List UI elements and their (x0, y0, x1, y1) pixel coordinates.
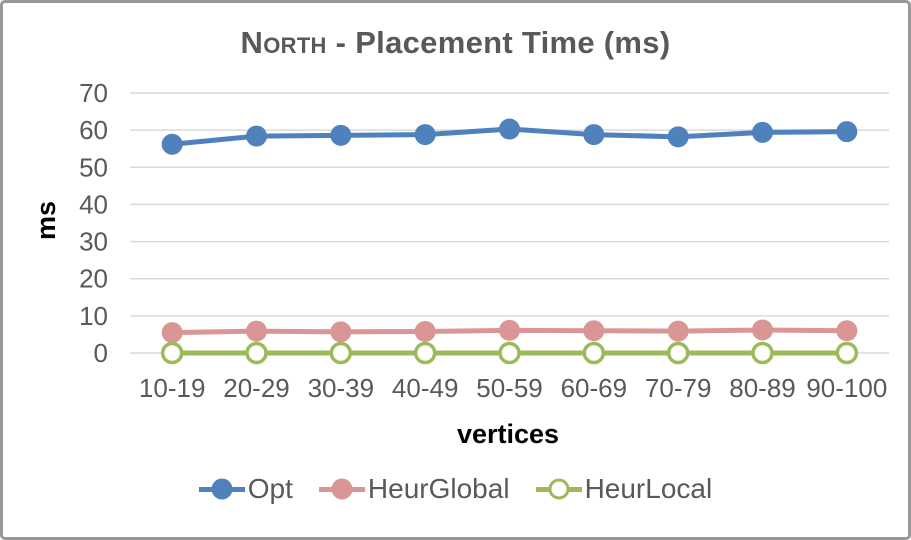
x-tick-label: 30-39 (308, 373, 375, 403)
x-tick-label: 20-29 (223, 373, 290, 403)
marker-HeurLocal (666, 341, 690, 365)
x-tick-label: 60-69 (561, 373, 628, 403)
x-tick-label: 80-89 (729, 373, 796, 403)
y-tick-label: 20 (79, 264, 108, 294)
legend-marker-icon (198, 478, 245, 500)
marker-HeurGlobal (414, 320, 436, 342)
marker-HeurLocal (582, 341, 606, 365)
x-tick-label: 50-59 (476, 373, 543, 403)
marker-Opt (752, 121, 773, 143)
x-tick-label: 90-100 (806, 373, 887, 403)
chart-title-rest: - Placement Time (ms) (326, 25, 671, 60)
marker-HeurGlobal (667, 320, 689, 342)
chart-title-smallcaps: North (240, 25, 327, 60)
x-axis-title: vertices (456, 419, 560, 449)
marker-HeurLocal (751, 341, 774, 365)
y-tick-label: 0 (94, 338, 108, 368)
marker-Opt (583, 124, 605, 146)
marker-HeurGlobal (836, 320, 858, 342)
filled-circle-icon (331, 478, 353, 500)
y-tick-label: 50 (79, 152, 108, 182)
legend-label: HeurGlobal (367, 473, 510, 504)
marker-Opt (161, 133, 183, 155)
marker-HeurLocal (245, 341, 268, 365)
marker-Opt (246, 125, 267, 147)
marker-HeurGlobal (752, 319, 773, 341)
y-tick-label: 70 (79, 78, 108, 108)
marker-HeurGlobal (161, 322, 183, 344)
marker-Opt (414, 124, 436, 146)
legend-item-heurlocal: HeurLocal (535, 473, 713, 505)
marker-HeurGlobal (499, 319, 520, 341)
x-tick-label: 70-79 (645, 373, 712, 403)
y-tick-label: 30 (79, 227, 108, 257)
y-tick-label: 40 (79, 189, 108, 219)
plot-svg: 0 10 20 30 40 50 60 70 10-19 20-29 30-39 40-49 50-59… (79, 78, 889, 403)
legend-label: Opt (247, 473, 293, 504)
marker-HeurLocal (498, 341, 521, 365)
marker-HeurGlobal (246, 320, 267, 342)
y-tick-label: 10 (79, 301, 108, 331)
legend-label: HeurLocal (584, 473, 713, 504)
x-tick-label: 10-19 (139, 373, 206, 403)
legend-item-heurglobal: HeurGlobal (318, 473, 510, 505)
legend-marker-icon (318, 478, 365, 500)
marker-HeurGlobal (330, 321, 352, 343)
marker-Opt (499, 118, 520, 140)
legend: Opt HeurGlobal HeurLocal (3, 473, 908, 505)
y-axis-title: ms (31, 200, 62, 241)
filled-circle-icon (211, 478, 233, 500)
x-tick-label: 40-49 (392, 373, 459, 403)
marker-Opt (330, 124, 352, 146)
marker-HeurLocal (329, 341, 353, 365)
marker-HeurGlobal (583, 320, 605, 342)
chart-title: North - Placement Time (ms) (3, 25, 908, 61)
marker-HeurLocal (160, 341, 184, 365)
marker-HeurLocal (413, 341, 437, 365)
legend-item-opt: Opt (198, 473, 293, 505)
open-circle-icon (548, 478, 570, 500)
legend-marker-icon (535, 478, 582, 500)
marker-HeurLocal (835, 341, 859, 365)
y-tick-label: 60 (79, 115, 108, 145)
marker-Opt (667, 126, 689, 148)
marker-Opt (836, 121, 858, 143)
